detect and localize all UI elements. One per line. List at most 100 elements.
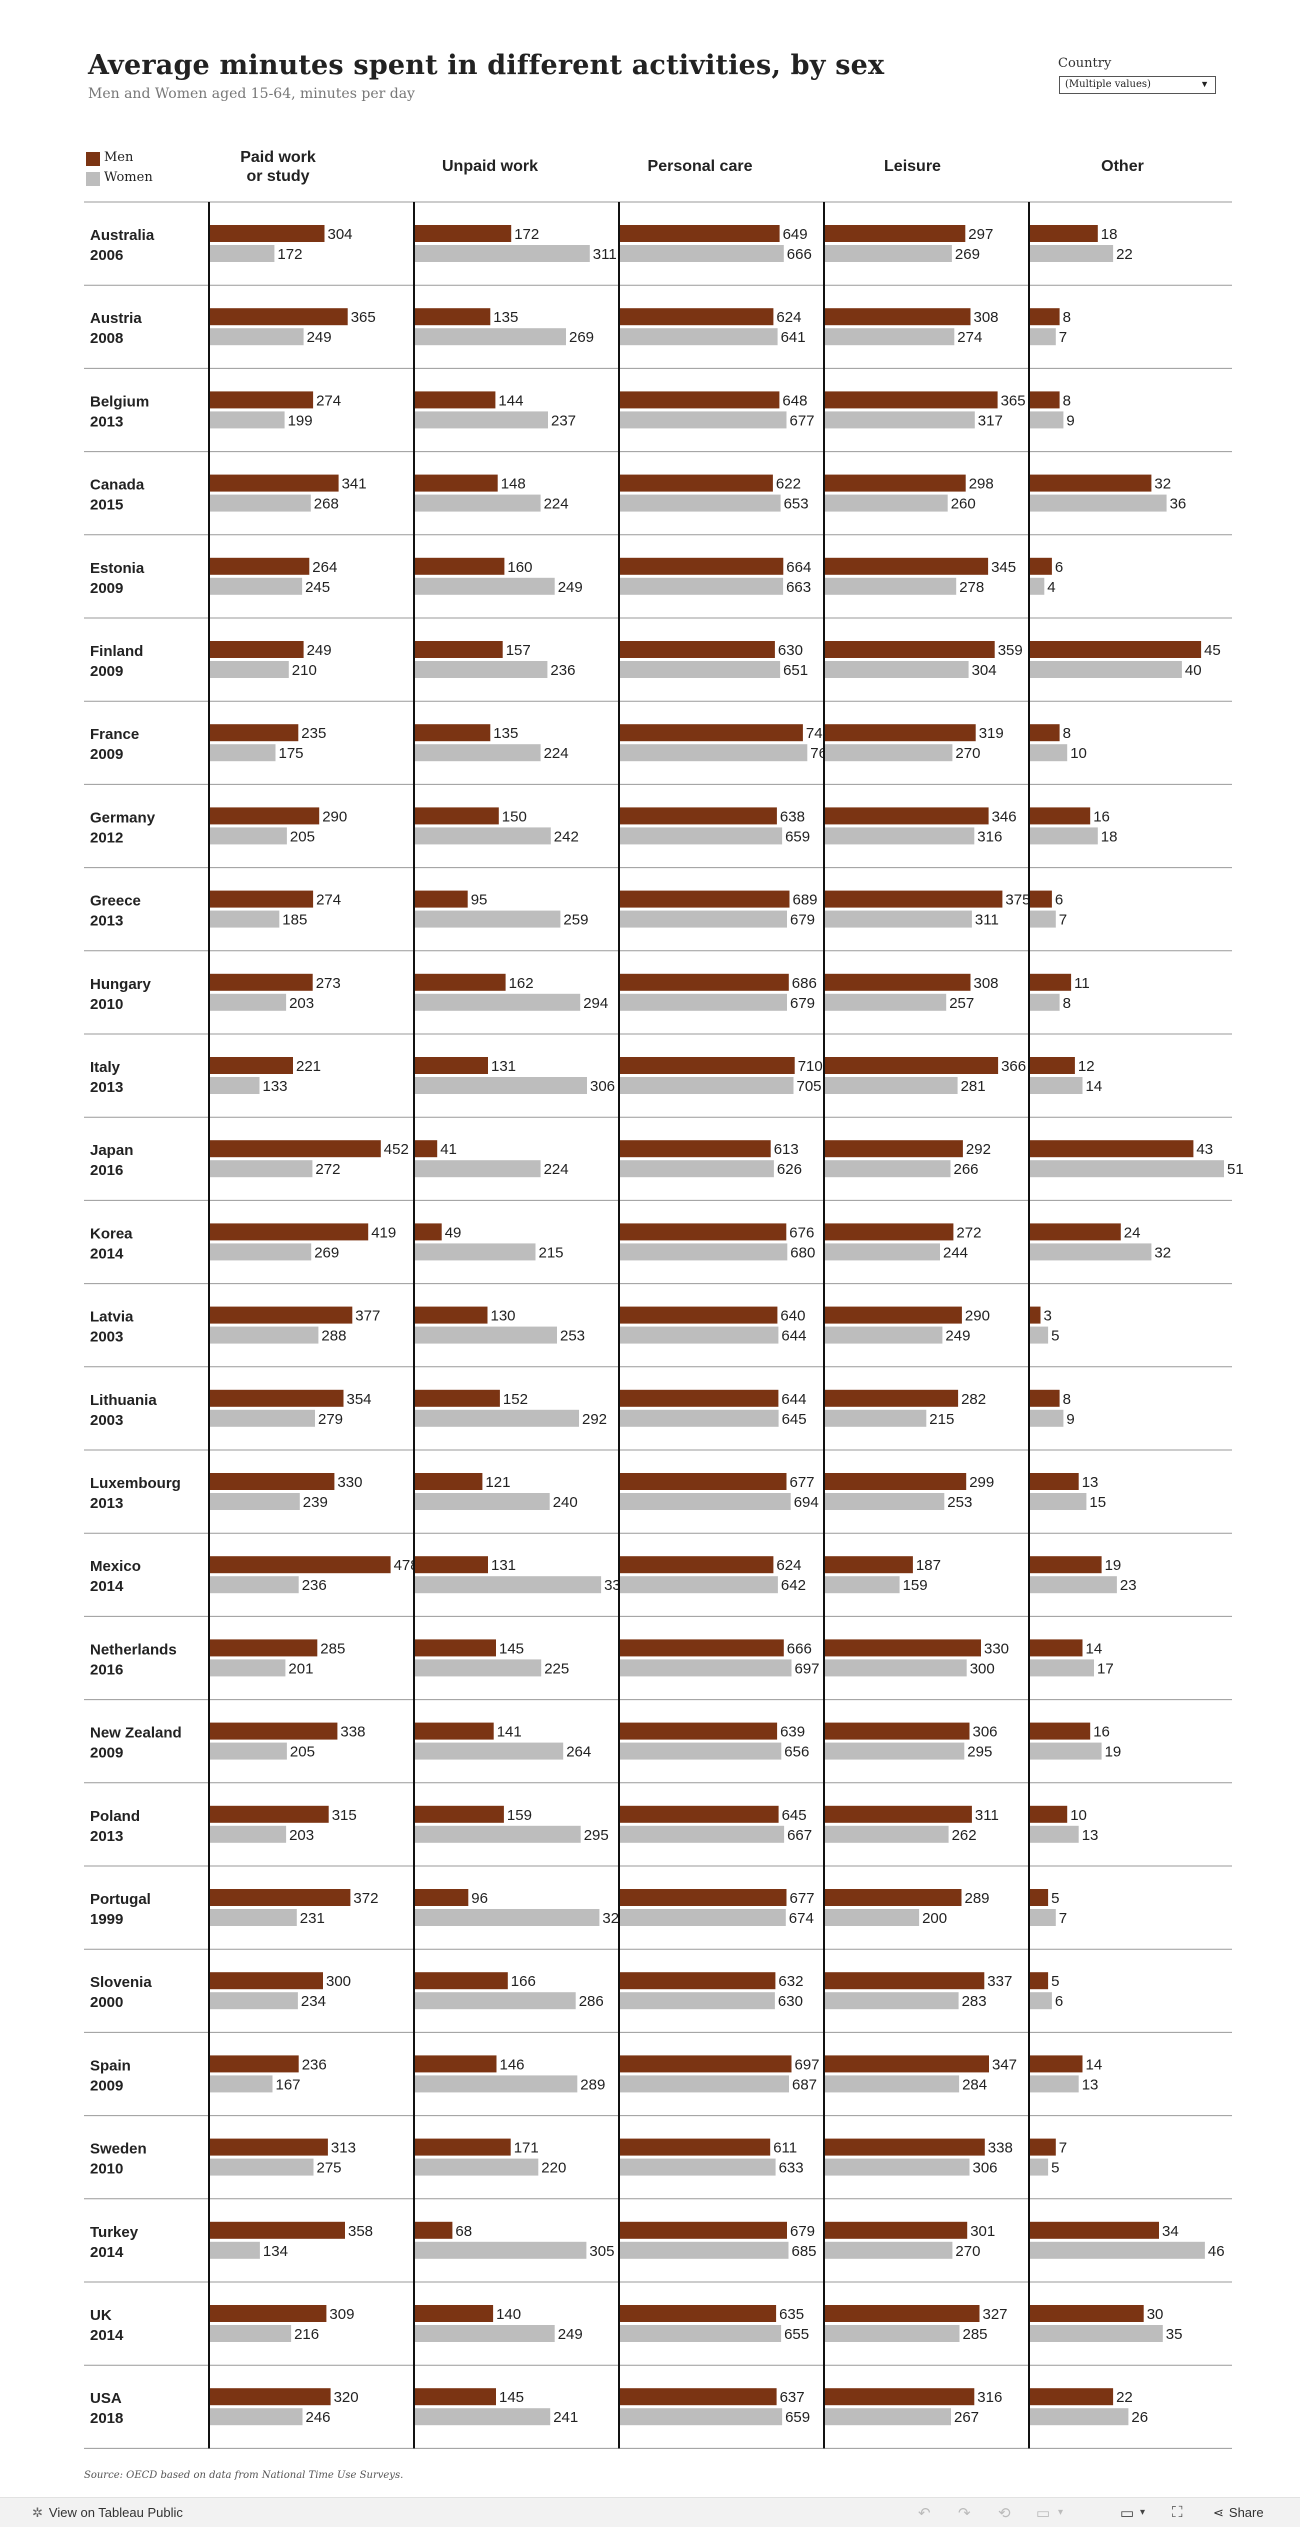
label-men-paid-work-sweden: 313: [331, 2140, 356, 2157]
pause-menu-icon[interactable]: ▾: [1058, 2507, 1064, 2518]
bar-women-personal-care-hungary: [619, 993, 787, 1011]
view-on-tableau-link[interactable]: ✲ View on Tableau Public: [32, 2505, 183, 2521]
bar-men-paid-work-sweden: [209, 2138, 328, 2156]
bar-women-paid-work-korea: [209, 1243, 312, 1261]
bar-men-leisure-new-zealand: [824, 1722, 970, 1740]
label-men-paid-work-estonia: 264: [312, 559, 337, 576]
label-men-personal-care-germany: 638: [780, 808, 805, 825]
label-men-paid-work-slovenia: 300: [326, 1973, 351, 1990]
label-women-unpaid-work-finland: 236: [550, 662, 575, 679]
label-men-personal-care-uk: 635: [779, 2306, 804, 2323]
label-women-personal-care-lithuania: 645: [782, 1411, 807, 1428]
label-men-other-latvia: 3: [1044, 1308, 1052, 1325]
bar-women-unpaid-work-latvia: [414, 1326, 557, 1344]
bar-men-other-belgium: [1029, 391, 1060, 409]
bar-men-leisure-latvia: [824, 1306, 962, 1324]
bar-men-leisure-luxembourg: [824, 1473, 967, 1490]
label-women-paid-work-australia: 172: [277, 246, 302, 263]
bar-women-paid-work-usa: [209, 2408, 303, 2426]
label-women-other-new-zealand: 19: [1105, 1744, 1122, 1761]
label-men-unpaid-work-australia: 172: [514, 226, 539, 243]
bar-men-personal-care-canada: [619, 474, 773, 492]
bar-women-unpaid-work-poland: [414, 1825, 581, 1843]
bar-women-other-luxembourg: [1029, 1493, 1087, 1510]
revert-icon[interactable]: ⟲: [998, 2505, 1011, 2522]
bar-women-unpaid-work-france: [414, 744, 541, 762]
label-women-leisure-hungary: 257: [949, 995, 974, 1012]
bar-women-personal-care-germany: [619, 827, 783, 845]
device-menu-icon[interactable]: ▾: [1140, 2507, 1146, 2518]
share-button[interactable]: ⋖ Share: [1213, 2505, 1264, 2521]
label-men-personal-care-austria: 624: [776, 309, 801, 326]
label-men-unpaid-work-finland: 157: [506, 642, 531, 659]
label-women-leisure-italy: 281: [961, 1078, 986, 1095]
label-women-unpaid-work-hungary: 294: [583, 995, 608, 1012]
label-women-unpaid-work-usa: 241: [553, 2409, 578, 2426]
country-label-australia: Australia: [90, 227, 155, 244]
dropdown-arrow-icon: ▼: [1200, 79, 1209, 89]
bar-men-other-austria: [1029, 308, 1060, 326]
label-men-unpaid-work-italy: 131: [491, 1058, 516, 1075]
label-women-personal-care-new-zealand: 656: [784, 1744, 809, 1761]
bar-men-leisure-lithuania: [824, 1389, 959, 1407]
label-men-other-finland: 45: [1204, 642, 1221, 659]
label-women-personal-care-hungary: 679: [790, 995, 815, 1012]
label-men-other-mexico: 19: [1105, 1557, 1122, 1574]
bar-men-personal-care-usa: [619, 2388, 777, 2406]
bar-men-other-usa: [1029, 2388, 1114, 2406]
label-women-other-canada: 36: [1170, 496, 1187, 513]
bar-women-paid-work-belgium: [209, 411, 285, 429]
label-men-unpaid-work-france: 135: [493, 725, 518, 742]
device-layout-icon[interactable]: ▭: [1120, 2505, 1135, 2522]
country-label-hungary: Hungary: [90, 976, 152, 993]
label-women-unpaid-work-slovenia: 286: [579, 1993, 604, 2010]
label-women-personal-care-korea: 680: [790, 1244, 815, 1261]
label-men-leisure-korea: 272: [956, 1224, 981, 1241]
label-women-personal-care-spain: 687: [792, 2076, 817, 2093]
bar-men-other-greece: [1029, 890, 1052, 908]
label-men-personal-care-netherlands: 666: [787, 1640, 812, 1657]
country-label-canada: Canada: [90, 477, 145, 494]
bar-men-leisure-italy: [824, 1057, 999, 1074]
label-women-unpaid-work-netherlands: 225: [544, 1660, 569, 1677]
label-women-other-mexico: 23: [1120, 1577, 1137, 1594]
bar-men-paid-work-poland: [209, 1805, 329, 1823]
bar-women-leisure-poland: [824, 1825, 949, 1843]
bar-women-personal-care-italy: [619, 1077, 794, 1094]
bar-men-unpaid-work-germany: [414, 807, 499, 825]
year-label-japan: 2016: [90, 1162, 123, 1179]
pause-icon[interactable]: ▭: [1036, 2505, 1051, 2522]
bar-women-unpaid-work-luxembourg: [414, 1493, 550, 1510]
bar-men-paid-work-usa: [209, 2388, 331, 2406]
country-label-slovenia: Slovenia: [90, 1974, 152, 1991]
label-women-leisure-austria: 274: [957, 329, 982, 346]
label-men-paid-work-germany: 290: [322, 808, 347, 825]
label-women-leisure-luxembourg: 253: [947, 1494, 972, 1511]
bar-men-personal-care-france: [619, 724, 803, 742]
bar-women-leisure-korea: [824, 1243, 940, 1261]
redo-icon[interactable]: ↷: [958, 2505, 971, 2522]
label-women-paid-work-turkey: 134: [263, 2243, 288, 2260]
label-men-unpaid-work-turkey: 68: [455, 2223, 472, 2240]
bar-women-other-spain: [1029, 2075, 1079, 2093]
bar-women-paid-work-mexico: [209, 1576, 299, 1594]
label-men-personal-care-canada: 622: [776, 476, 801, 493]
bar-women-other-italy: [1029, 1077, 1083, 1094]
fullscreen-icon[interactable]: ⛶: [1172, 2504, 1183, 2521]
bar-women-personal-care-usa: [619, 2408, 783, 2426]
bar-men-personal-care-belgium: [619, 391, 780, 409]
legend-label-men: Men: [104, 150, 134, 165]
label-men-personal-care-estonia: 664: [786, 559, 811, 576]
label-men-paid-work-belgium: 274: [316, 392, 341, 409]
label-men-other-sweden: 7: [1059, 2140, 1067, 2157]
bar-women-paid-work-latvia: [209, 1326, 319, 1344]
bar-men-unpaid-work-poland: [414, 1805, 504, 1823]
year-label-uk: 2014: [90, 2327, 124, 2344]
label-women-other-germany: 18: [1101, 828, 1118, 845]
bar-women-personal-care-estonia: [619, 577, 784, 595]
undo-icon[interactable]: ↶: [918, 2505, 931, 2522]
label-men-paid-work-japan: 452: [384, 1141, 409, 1158]
bar-women-unpaid-work-sweden: [414, 2158, 539, 2176]
bar-men-unpaid-work-estonia: [414, 557, 505, 575]
country-filter-dropdown[interactable]: (Multiple values) ▼: [1059, 76, 1216, 94]
